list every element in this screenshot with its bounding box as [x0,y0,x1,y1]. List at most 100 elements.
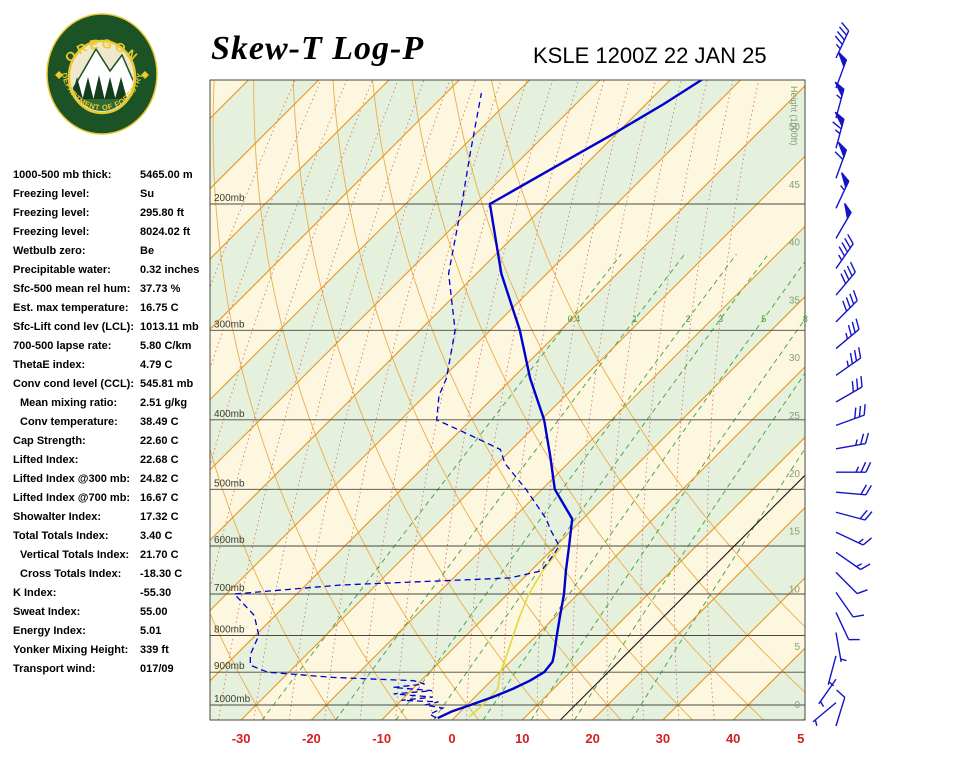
index-row: 1000-500 mb thick: 5465.00 m [13,169,213,188]
index-label: Cap Strength: [13,435,86,447]
index-row: Lifted Index @700 mb: 16.67 C [13,492,213,511]
index-row: Cross Totals Index: -18.30 C [13,568,213,587]
mixing-ratio-label: 3 [718,314,723,324]
index-row: Sweat Index: 55.00 [13,606,213,625]
index-value: 295.80 ft [140,207,185,219]
index-row: Cap Strength: 22.60 C [13,435,213,454]
index-row: Energy Index: 5.01 [13,625,213,644]
index-label: Mean mixing ratio: [20,397,118,409]
pressure-label: 800mb [214,625,245,636]
pressure-label: 200mb [214,193,245,204]
index-value: 3.40 C [140,530,173,542]
pressure-lines [210,203,805,706]
index-label: Conv temperature: [20,416,118,428]
index-row: Lifted Index: 22.68 C [13,454,213,473]
index-value: 55.00 [140,606,168,618]
index-label: Freezing level: [13,188,90,200]
index-value: 8024.02 ft [140,226,191,238]
index-value: Su [140,188,155,200]
index-value: 0.32 inches [140,264,200,276]
index-value: -18.30 C [140,568,183,580]
index-label: Total Totals Index: [13,530,109,542]
pressure-label: 600mb [214,535,245,546]
height-label: 45 [789,180,801,191]
height-label: 20 [789,469,801,480]
height-label: 10 [789,584,801,595]
pressure-label: 300mb [214,319,245,330]
index-row: Sfc-Lift cond lev (LCL): 1013.11 mb [13,321,213,340]
index-label: Sfc-Lift cond lev (LCL): [13,321,134,333]
height-label: 50 [789,122,801,133]
wind-barb-column [812,21,873,727]
mixing-ratio-label: 8 [803,314,808,324]
isotherms [210,80,805,720]
index-label: Transport wind: [13,663,96,675]
index-label: 700-500 lapse rate: [13,340,112,352]
index-row: Lifted Index @300 mb: 24.82 C [13,473,213,492]
pressure-label: 700mb [214,583,245,594]
index-label: ThetaE index: [13,359,86,371]
index-row: Freezing level: 295.80 ft [13,207,213,226]
index-value: 16.67 C [140,492,179,504]
height-label: 0 [794,700,800,711]
temp-tick-label: -20 [302,731,321,746]
index-row: Precipitable water: 0.32 inches [13,264,213,283]
index-label: Wetbulb zero: [13,245,86,257]
mixing-ratio-label: 5 [761,314,766,324]
index-label: Sweat Index: [13,606,81,618]
index-row: Mean mixing ratio: 2.51 g/kg [13,397,213,416]
pressure-label: 1000mb [214,694,251,705]
pressure-label: 900mb [214,661,245,672]
logo-right-diamond [141,71,149,79]
index-label: Vertical Totals Index: [20,549,130,561]
index-value: 38.49 C [140,416,179,428]
pressure-label: 400mb [214,409,245,420]
index-label: Lifted Index: [13,454,79,466]
height-axis-title: Height (1000ft) [789,86,799,146]
temp-tick-label: 10 [515,731,529,746]
index-value: 17.32 C [140,511,179,523]
pressure-label: 500mb [214,478,245,489]
temp-tick-label: 5 [797,731,804,746]
height-label: 35 [789,295,801,306]
plot-border [209,79,806,721]
index-row: ThetaE index: 4.79 C [13,359,213,378]
index-label: Precipitable water: [13,264,111,276]
height-label: 15 [789,527,801,538]
temperature-trace [437,80,704,720]
index-value: 37.73 % [140,283,181,295]
index-row: Est. max temperature: 16.75 C [13,302,213,321]
temp-tick-label: 40 [726,731,740,746]
index-label: K Index: [13,587,57,599]
index-label: Energy Index: [13,625,86,637]
dewpoint-trace [232,92,560,719]
index-label: Cross Totals Index: [20,568,122,580]
index-row: Freezing level: 8024.02 ft [13,226,213,245]
mixing-ratio-label: 2 [685,314,690,324]
index-value: Be [140,245,155,257]
index-value: 5.01 [140,625,162,637]
index-value: 4.79 C [140,359,173,371]
temp-tick-label: -30 [232,731,251,746]
index-value: 017/09 [140,663,174,675]
index-row: Vertical Totals Index: 21.70 C [13,549,213,568]
logo-left-diamond [55,71,63,79]
index-value: 545.81 mb [140,378,194,390]
index-label: Sfc-500 mean rel hum: [13,283,131,295]
background-bands [210,80,805,720]
index-label: Est. max temperature: [13,302,129,314]
index-label: Lifted Index @700 mb: [13,492,131,504]
height-label: 30 [789,353,801,364]
index-row: Showalter Index: 17.32 C [13,511,213,530]
index-row: Wetbulb zero: Be [13,245,213,264]
index-value: 339 ft [140,644,169,656]
index-label: 1000-500 mb thick: [13,169,112,181]
mixing-ratio-label: 0.4 [568,314,581,324]
index-label: Lifted Index @300 mb: [13,473,131,485]
reference-line [559,474,805,720]
temp-tick-label: 0 [448,731,455,746]
index-value: 1013.11 mb [140,321,199,333]
page-title: Skew-T Log-P [211,30,425,67]
